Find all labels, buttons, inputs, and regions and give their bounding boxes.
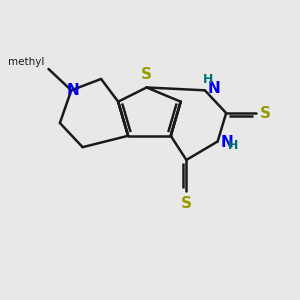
- Text: methyl: methyl: [8, 57, 44, 67]
- Text: N: N: [220, 135, 233, 150]
- Text: H: H: [202, 73, 213, 86]
- Text: S: S: [181, 196, 192, 211]
- Text: N: N: [66, 83, 79, 98]
- Text: H: H: [228, 139, 238, 152]
- Text: S: S: [260, 106, 271, 121]
- Text: S: S: [140, 68, 152, 82]
- Text: N: N: [208, 81, 220, 96]
